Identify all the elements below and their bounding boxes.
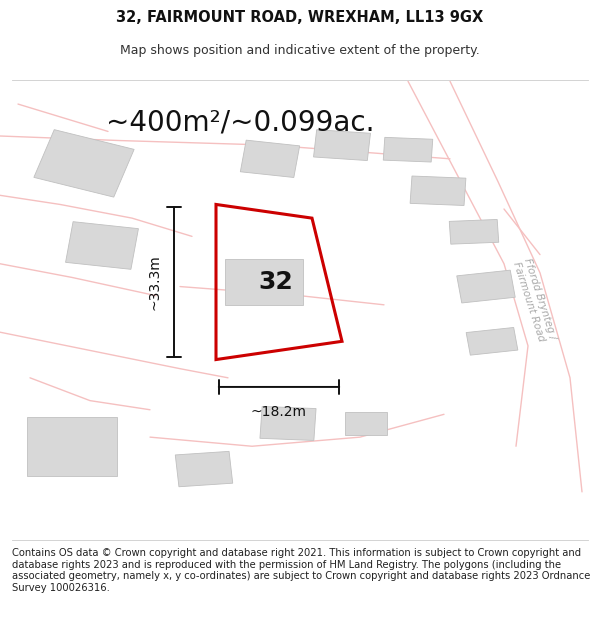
Polygon shape — [27, 417, 117, 476]
Text: 32, FAIRMOUNT ROAD, WREXHAM, LL13 9GX: 32, FAIRMOUNT ROAD, WREXHAM, LL13 9GX — [116, 11, 484, 26]
Polygon shape — [241, 140, 299, 177]
Text: ~33.3m: ~33.3m — [148, 254, 162, 310]
Polygon shape — [466, 328, 518, 355]
Polygon shape — [314, 130, 370, 161]
Polygon shape — [345, 412, 387, 435]
Polygon shape — [383, 138, 433, 162]
Text: 32: 32 — [259, 270, 293, 294]
Polygon shape — [449, 219, 499, 244]
Polygon shape — [225, 259, 303, 305]
Polygon shape — [410, 176, 466, 206]
Polygon shape — [457, 270, 515, 303]
Text: Map shows position and indicative extent of the property.: Map shows position and indicative extent… — [120, 44, 480, 57]
Polygon shape — [34, 129, 134, 197]
Polygon shape — [260, 406, 316, 441]
Text: Ffordd Brynteg /
Fairmount Road: Ffordd Brynteg / Fairmount Road — [511, 257, 557, 344]
Text: Contains OS data © Crown copyright and database right 2021. This information is : Contains OS data © Crown copyright and d… — [12, 548, 590, 592]
Text: ~400m²/~0.099ac.: ~400m²/~0.099ac. — [106, 108, 374, 136]
Polygon shape — [175, 451, 233, 487]
Text: ~18.2m: ~18.2m — [251, 405, 307, 419]
Polygon shape — [65, 222, 139, 269]
